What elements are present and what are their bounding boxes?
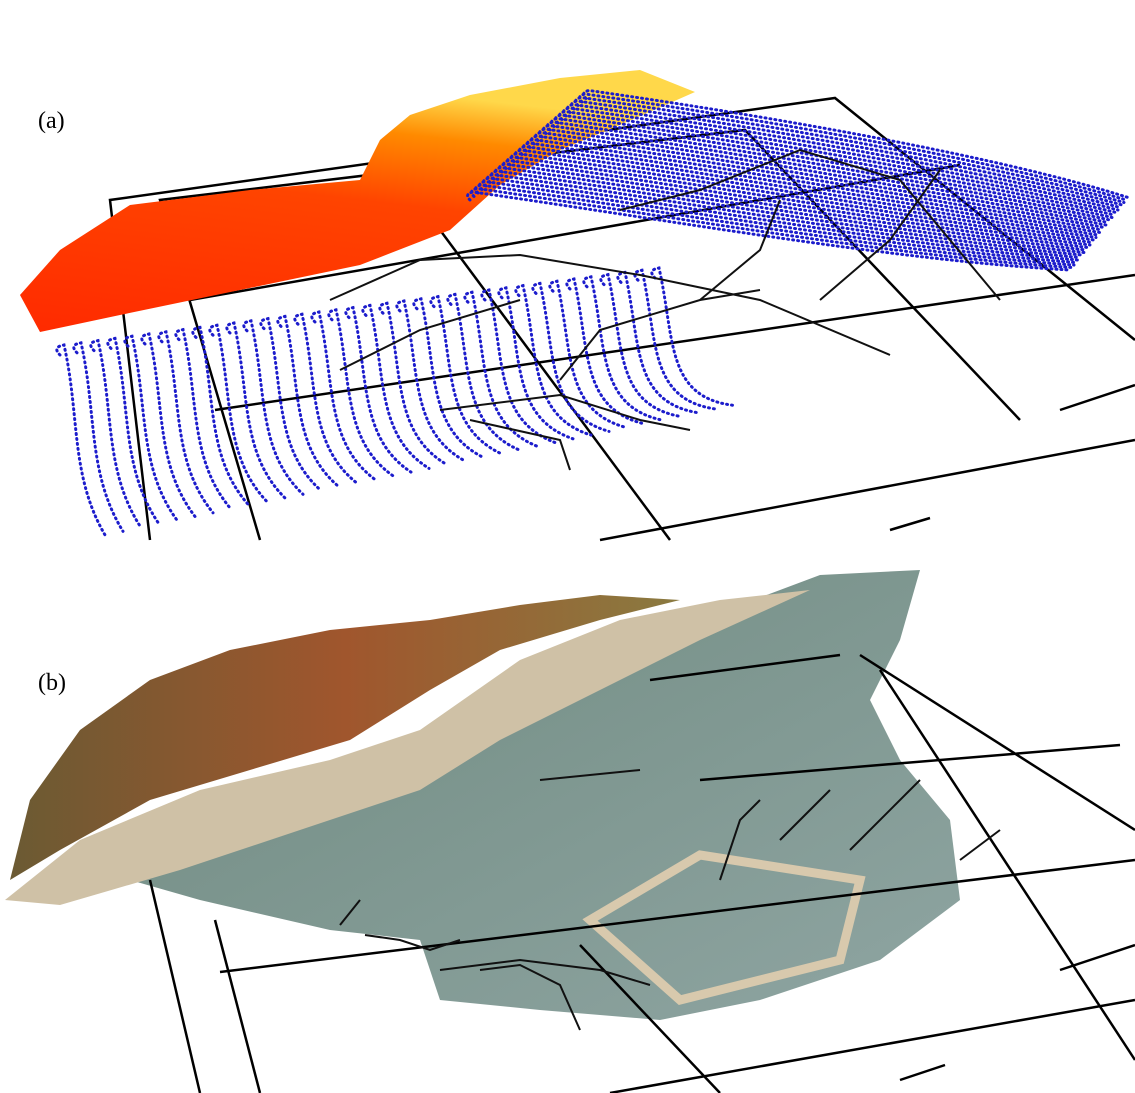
sonar-track xyxy=(125,336,177,520)
sonar-track xyxy=(584,277,663,421)
sonar-track xyxy=(635,270,717,409)
panel-b: (b) xyxy=(5,570,1135,1093)
sonar-track xyxy=(295,314,357,483)
sonar-track xyxy=(91,341,141,528)
panel-label: (a) xyxy=(38,108,65,134)
sonar-track xyxy=(278,316,339,487)
sonar-track xyxy=(312,312,375,480)
panel-label: (b) xyxy=(38,670,66,696)
sonar-track xyxy=(108,338,159,524)
sonar-tracks xyxy=(57,91,1128,536)
sonar-track xyxy=(618,272,699,413)
sonar-track xyxy=(159,332,213,513)
sonar-track xyxy=(57,345,105,535)
sonar-track xyxy=(601,275,681,417)
figure: (a) (b xyxy=(0,0,1135,1093)
sonar-track xyxy=(74,343,123,532)
sonar-track xyxy=(142,334,195,517)
panel-a: (a) xyxy=(20,70,1135,540)
